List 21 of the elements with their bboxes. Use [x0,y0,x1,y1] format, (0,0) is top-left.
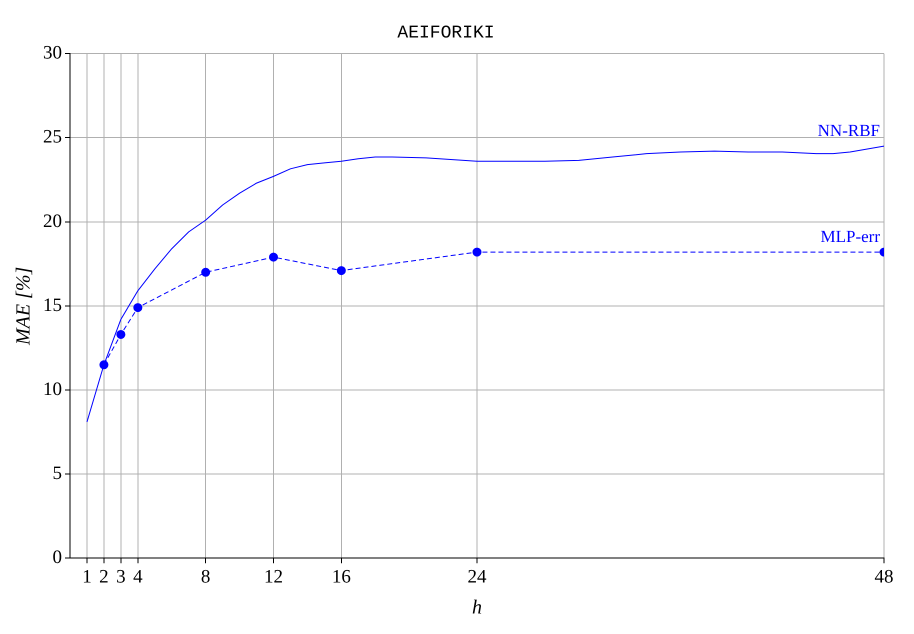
x-tick-label: 4 [133,566,144,588]
x-tick-label: 24 [468,566,487,588]
y-axis-title: MAE [%] [12,266,34,346]
x-axis-title: h [472,596,482,618]
y-tick-label: 20 [43,210,62,232]
x-tick-label: 8 [200,566,210,588]
y-tick-label: 10 [43,378,62,400]
x-tick-label: 12 [264,566,283,588]
chart-title: AEIFORIKI [397,24,495,44]
y-tick-label: 25 [43,126,62,148]
series-label: MLP-err [820,227,880,246]
series-label: NN-RBF [818,121,880,140]
y-tick-label: 15 [43,294,62,316]
x-tick-label: 3 [116,566,126,588]
y-tick-label: 5 [52,463,62,484]
x-tick-label: 48 [874,566,894,588]
x-tick-label: 2 [99,566,109,588]
y-tick-label: 0 [52,547,62,568]
x-tick-label: 1 [82,566,92,588]
y-tick-label: 30 [43,42,62,64]
x-tick-label: 16 [332,566,351,588]
